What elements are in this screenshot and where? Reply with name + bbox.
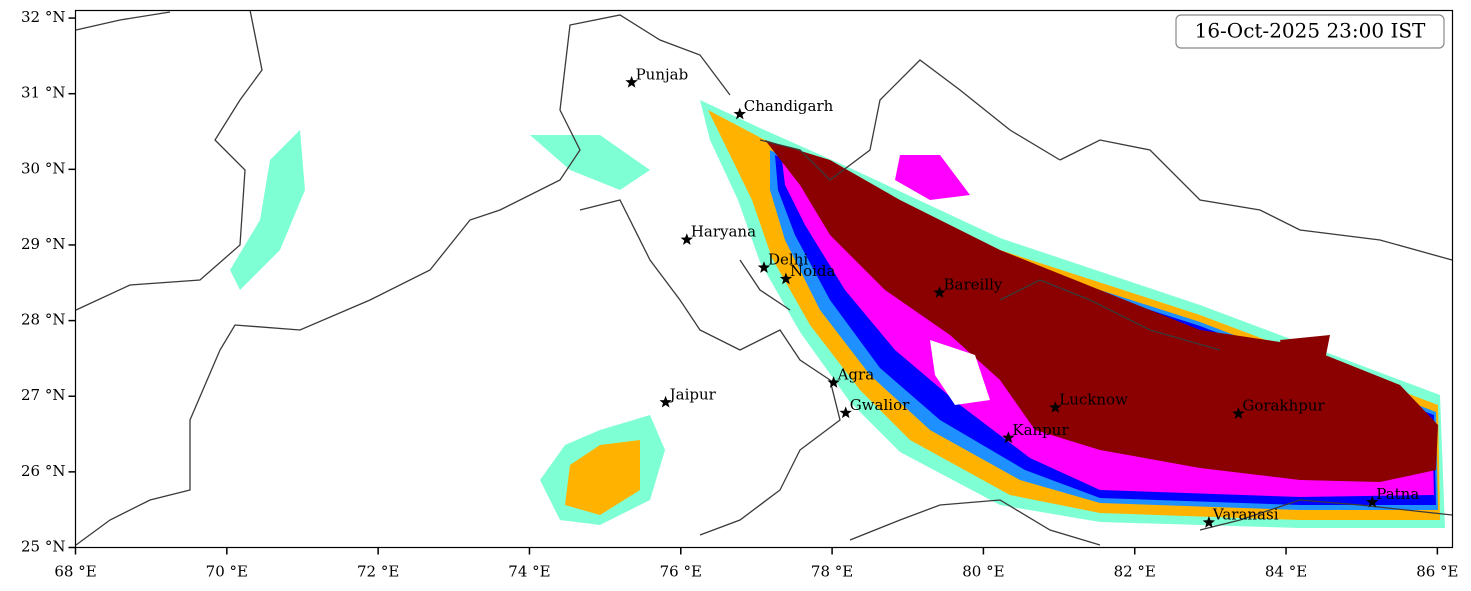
y-tick-label: 27 °N	[21, 386, 65, 404]
city-marker	[625, 75, 638, 88]
x-tick-label: 68 °E	[54, 563, 96, 581]
city-marker	[659, 395, 672, 408]
x-tick-label: 80 °E	[962, 563, 1004, 581]
city-label: Chandigarh	[744, 97, 834, 115]
city-label: Gorakhpur	[1242, 397, 1325, 415]
y-tick-label: 25 °N	[21, 538, 65, 556]
city-marker	[1202, 516, 1216, 528]
x-tick-label: 86 °E	[1416, 563, 1458, 581]
boundaries	[75, 9, 1453, 546]
y-tick-label: 28 °N	[21, 311, 65, 329]
x-tick-label: 74 °E	[508, 563, 550, 581]
city-marker	[733, 107, 746, 120]
city-label: Varanasi	[1212, 506, 1279, 524]
x-tick-label: 76 °E	[660, 563, 702, 581]
x-tick-label: 78 °E	[811, 563, 853, 581]
y-tick-label: 32 °N	[21, 8, 65, 26]
y-tick-label: 30 °N	[21, 159, 65, 177]
city-marker	[1232, 407, 1245, 419]
city-marker	[1366, 495, 1379, 508]
x-tick-label: 72 °E	[357, 563, 399, 581]
city-label: Bareilly	[944, 276, 1003, 294]
city-label: Haryana	[691, 223, 756, 241]
city-marker	[933, 286, 946, 298]
city-marker	[680, 233, 693, 245]
city-marker	[779, 272, 793, 285]
x-tick-label: 82 °E	[1114, 563, 1156, 581]
city-label: Noida	[790, 262, 836, 280]
city-label: Patna	[1376, 485, 1419, 503]
timestamp: 16-Oct-2025 23:00 IST	[1195, 19, 1426, 43]
city-marker	[1002, 431, 1015, 444]
map-frame	[74, 9, 1454, 549]
city-label: Lucknow	[1059, 391, 1128, 409]
city-label: Kanpur	[1012, 421, 1069, 439]
title-box	[1175, 14, 1445, 49]
city-label: Punjab	[636, 65, 689, 83]
city-marker	[827, 376, 840, 388]
city-marker	[839, 406, 852, 419]
x-tick-label: 84 °E	[1265, 563, 1307, 581]
city-label: Delhi	[768, 251, 808, 269]
y-tick-label: 26 °N	[21, 462, 65, 480]
city-label: Jaipur	[668, 385, 717, 403]
city-label: Gwalior	[850, 396, 910, 414]
city-label: Agra	[837, 366, 875, 384]
rainfall-field	[230, 100, 1445, 528]
city-marker	[757, 261, 771, 273]
y-tick-label: 29 °N	[21, 235, 65, 253]
x-tick-label: 70 °E	[206, 563, 248, 581]
y-tick-label: 31 °N	[21, 84, 65, 102]
city-marker	[1049, 401, 1062, 413]
